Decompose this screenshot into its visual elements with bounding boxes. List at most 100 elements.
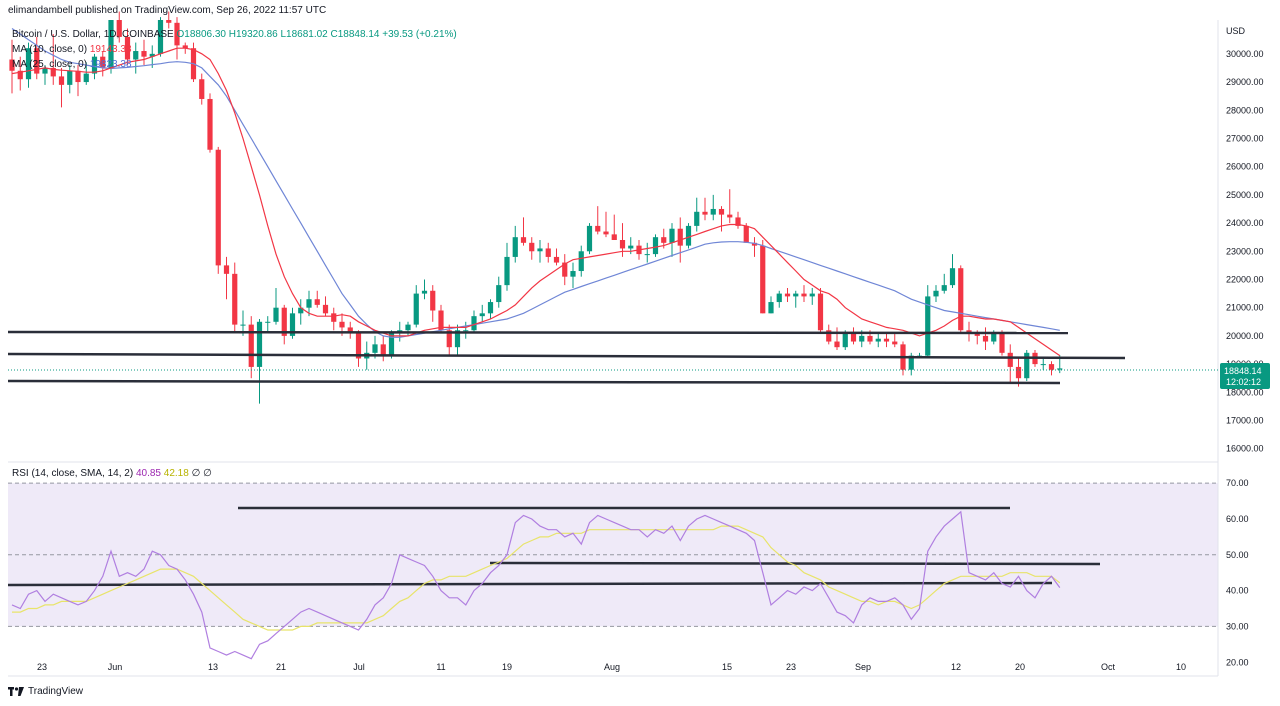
- rsi-label: RSI (14, close, SMA, 14, 2): [12, 468, 134, 479]
- candle: [999, 330, 1005, 356]
- candle: [124, 28, 131, 66]
- ma10-line: [11, 47, 1061, 357]
- candle: [298, 299, 304, 325]
- price-tick-label: 29000.00: [1226, 77, 1264, 87]
- candle: [223, 256, 230, 300]
- ma25-line: [11, 28, 1060, 338]
- brand-name: TradingView: [28, 686, 84, 697]
- candle: [925, 285, 931, 359]
- time-tick-label: 15: [722, 662, 732, 672]
- candle: [850, 327, 857, 345]
- resistance-line-mid[interactable]: [7, 352, 1126, 360]
- legend-ma10-row[interactable]: MA (10, close, 0) 19143.38: [12, 42, 457, 57]
- candle: [166, 11, 172, 29]
- candle: [289, 307, 296, 339]
- candle: [487, 299, 494, 319]
- candle: [157, 17, 164, 57]
- rsi-guides: [8, 482, 1218, 627]
- candle: [355, 330, 362, 367]
- candle: [141, 39, 147, 66]
- candle: [232, 262, 238, 334]
- moving-average-lines: [11, 28, 1061, 357]
- rsi-support-line[interactable]: [7, 581, 1053, 587]
- time-tick-label: 12: [951, 662, 961, 672]
- time-tick-label: Sep: [855, 662, 871, 672]
- candle: [265, 316, 271, 334]
- candle: [982, 327, 989, 350]
- candle: [875, 333, 881, 348]
- candle: [570, 262, 576, 288]
- publisher-line: elimandambell published on TradingView.c…: [8, 5, 327, 16]
- candle: [133, 42, 139, 74]
- time-tick-label: 20: [1015, 662, 1025, 672]
- candle: [438, 304, 444, 334]
- tradingview-logo-icon: [8, 687, 24, 696]
- candle: [207, 93, 213, 153]
- price-tick-label: 28000.00: [1226, 105, 1264, 115]
- rsi-legend[interactable]: RSI (14, close, SMA, 14, 2) 40.85 42.18 …: [12, 468, 212, 479]
- candle: [347, 321, 353, 339]
- axis-currency: USD: [1226, 26, 1246, 36]
- candle: [768, 296, 774, 314]
- candle: [479, 304, 485, 322]
- candle: [553, 248, 560, 266]
- candle: [892, 333, 898, 348]
- candle: [50, 34, 56, 85]
- ma10-value: 19143.38: [89, 44, 132, 55]
- candle: [595, 206, 601, 235]
- legend-ma25-row[interactable]: MA (25, close, 0) 19823.38: [12, 57, 457, 72]
- candle: [512, 225, 518, 263]
- rsi-tick-label: 70.00: [1226, 478, 1249, 488]
- symbol-label[interactable]: Bitcoin / U.S. Dollar, 1D, COINBASE: [12, 29, 174, 40]
- candle: [306, 290, 312, 317]
- time-tick-label: 13: [208, 662, 218, 672]
- candle: [58, 67, 65, 108]
- price-tick-label: 16000.00: [1226, 444, 1264, 454]
- candle: [644, 242, 650, 263]
- candle: [454, 324, 461, 356]
- candle: [883, 333, 890, 348]
- price-tick-label: 20000.00: [1226, 331, 1264, 341]
- candle: [174, 17, 180, 60]
- price-tick-label: 30000.00: [1226, 49, 1264, 59]
- time-tick-label: Jul: [353, 662, 365, 672]
- price-tick-label: 18000.00: [1226, 387, 1264, 397]
- candle: [9, 39, 15, 94]
- candle: [116, 11, 122, 43]
- tradingview-brand[interactable]: TradingView: [8, 686, 83, 697]
- candle: [529, 237, 535, 260]
- rsi-sma-value: 42.18: [163, 468, 189, 479]
- candle: [413, 285, 419, 328]
- candle: [1040, 358, 1046, 370]
- time-tick-label: 11: [436, 662, 445, 672]
- candle: [545, 242, 551, 263]
- candle: [430, 285, 436, 322]
- rsi-tick-label: 60.00: [1226, 514, 1249, 524]
- candle: [801, 285, 807, 303]
- rsi-mid-line[interactable]: [489, 561, 1101, 566]
- price-tick-label: 24000.00: [1226, 218, 1264, 228]
- price-axis[interactable]: 16000.0017000.0018000.0019000.0020000.00…: [1226, 49, 1264, 454]
- candle: [834, 327, 840, 350]
- candle: [83, 62, 89, 85]
- time-axis[interactable]: 23 Jun 13 21 Jul 11 19 Aug 15 23 Sep 12 20 Oct 10: [37, 662, 1186, 672]
- rsi-extra: ∅ ∅: [191, 468, 212, 479]
- candle: [817, 287, 824, 334]
- candle: [388, 330, 395, 359]
- time-tick-label: 23: [786, 662, 796, 672]
- price-tick-label: 27000.00: [1226, 133, 1264, 143]
- resistance-line-upper[interactable]: [7, 330, 1069, 335]
- candle: [562, 254, 568, 286]
- candle: [958, 265, 964, 334]
- candle: [776, 290, 782, 308]
- candle: [727, 189, 733, 224]
- rsi-axis[interactable]: 20.00 30.00 40.00 50.00 60.00 70.00: [1226, 478, 1249, 667]
- price-tick-label: 22000.00: [1226, 274, 1264, 284]
- candle: [471, 310, 477, 334]
- candle: [281, 304, 287, 345]
- support-line-lower[interactable]: [7, 379, 1061, 385]
- time-tick-label: 21: [276, 662, 286, 672]
- support-resistance-lines[interactable]: [7, 330, 1126, 587]
- candle: [751, 237, 758, 257]
